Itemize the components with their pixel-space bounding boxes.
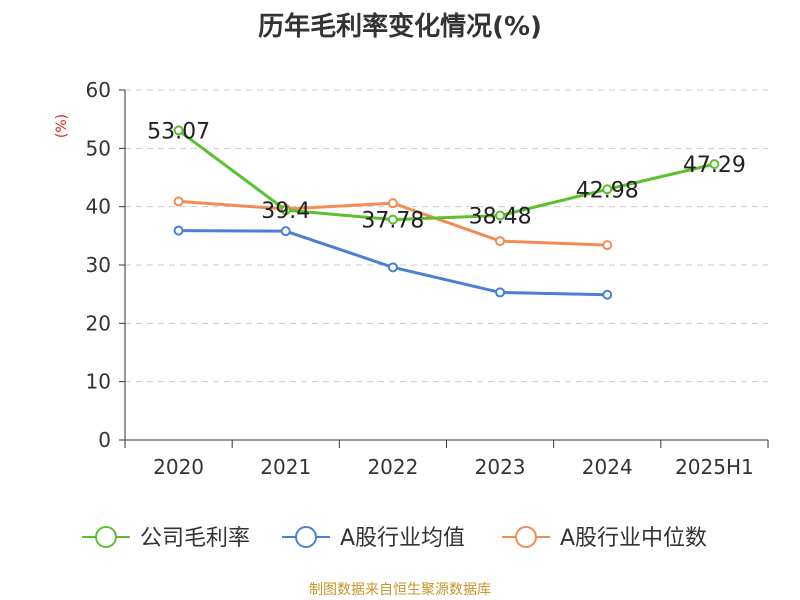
legend-label: A股行业中位数 xyxy=(560,526,707,551)
legend-label: 公司毛利率 xyxy=(140,526,250,551)
x-tick-label: 2020 xyxy=(153,455,204,479)
series-lines xyxy=(173,125,720,300)
data-point xyxy=(173,125,184,136)
data-point xyxy=(495,210,506,221)
y-tick-label: 10 xyxy=(86,370,111,394)
legend-marker xyxy=(295,526,317,548)
series-line xyxy=(177,129,715,222)
data-point xyxy=(173,225,184,236)
y-tick-label: 20 xyxy=(86,311,111,335)
axes: 0 10 20 30 40 50 60 2020 2021 2022 2023 2024 2025H1 xyxy=(86,78,769,479)
legend-item: A股行业中位数 xyxy=(502,526,707,551)
data-point xyxy=(387,198,398,209)
x-tick-label: 2022 xyxy=(367,455,418,479)
data-label: 42.98 xyxy=(576,178,639,203)
legend: 公司毛利率 A股行业均值 A股行业中位数 xyxy=(82,526,707,551)
data-point xyxy=(280,226,291,237)
data-label: 38.48 xyxy=(469,205,532,230)
x-tick-label: 2023 xyxy=(475,455,526,479)
gridlines xyxy=(125,89,768,383)
data-label: 37.78 xyxy=(361,209,424,234)
y-tick-label: 60 xyxy=(86,78,111,102)
x-tick-label: 2021 xyxy=(260,455,311,479)
data-point xyxy=(495,287,506,298)
data-point xyxy=(602,240,613,251)
y-tick-label: 30 xyxy=(86,253,111,277)
legend-marker xyxy=(95,526,117,548)
data-point xyxy=(709,159,720,170)
data-point xyxy=(280,205,291,216)
x-tick-label: 2024 xyxy=(582,455,633,479)
legend-item: 公司毛利率 xyxy=(82,526,250,551)
x-tick-label: 2025H1 xyxy=(675,455,754,479)
data-label: 47.29 xyxy=(683,153,746,178)
data-point xyxy=(602,289,613,300)
data-labels: 53.07 39.4 37.78 38.48 42.98 47.29 xyxy=(147,119,746,233)
legend-label: A股行业均值 xyxy=(340,526,465,551)
legend-marker xyxy=(515,526,537,548)
legend-item: A股行业均值 xyxy=(282,526,465,551)
data-point xyxy=(173,196,184,207)
data-point xyxy=(495,236,506,247)
y-axis-label: (%) xyxy=(54,114,70,138)
data-point xyxy=(387,262,398,273)
y-tick-label: 40 xyxy=(86,195,111,219)
data-point xyxy=(387,214,398,225)
data-label: 39.4 xyxy=(261,199,310,224)
source-note: 制图数据来自恒生聚源数据库 xyxy=(309,582,491,598)
data-label: 53.07 xyxy=(147,119,210,144)
y-tick-label: 50 xyxy=(86,136,111,160)
y-tick-label: 0 xyxy=(98,428,111,452)
chart-title: 历年毛利率变化情况(%) xyxy=(258,12,542,42)
data-point xyxy=(602,184,613,195)
